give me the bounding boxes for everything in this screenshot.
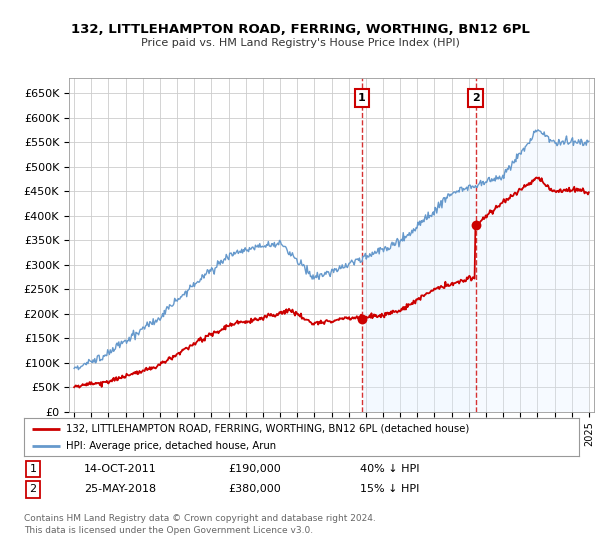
Text: 2: 2	[29, 484, 37, 494]
Text: Contains HM Land Registry data © Crown copyright and database right 2024.: Contains HM Land Registry data © Crown c…	[24, 514, 376, 523]
Text: 1: 1	[358, 93, 366, 103]
Text: £380,000: £380,000	[228, 484, 281, 494]
Text: This data is licensed under the Open Government Licence v3.0.: This data is licensed under the Open Gov…	[24, 526, 313, 535]
Text: £190,000: £190,000	[228, 464, 281, 474]
Point	[471, 221, 481, 230]
Text: 132, LITTLEHAMPTON ROAD, FERRING, WORTHING, BN12 6PL (detached house): 132, LITTLEHAMPTON ROAD, FERRING, WORTHI…	[65, 423, 469, 433]
Text: HPI: Average price, detached house, Arun: HPI: Average price, detached house, Arun	[65, 441, 276, 451]
Text: 14-OCT-2011: 14-OCT-2011	[84, 464, 157, 474]
Text: 40% ↓ HPI: 40% ↓ HPI	[360, 464, 419, 474]
Text: 15% ↓ HPI: 15% ↓ HPI	[360, 484, 419, 494]
Text: 2: 2	[472, 93, 479, 103]
Point	[357, 314, 367, 323]
Text: 1: 1	[29, 464, 37, 474]
Text: Price paid vs. HM Land Registry's House Price Index (HPI): Price paid vs. HM Land Registry's House …	[140, 38, 460, 48]
Text: 132, LITTLEHAMPTON ROAD, FERRING, WORTHING, BN12 6PL: 132, LITTLEHAMPTON ROAD, FERRING, WORTHI…	[71, 22, 529, 36]
Text: 25-MAY-2018: 25-MAY-2018	[84, 484, 156, 494]
